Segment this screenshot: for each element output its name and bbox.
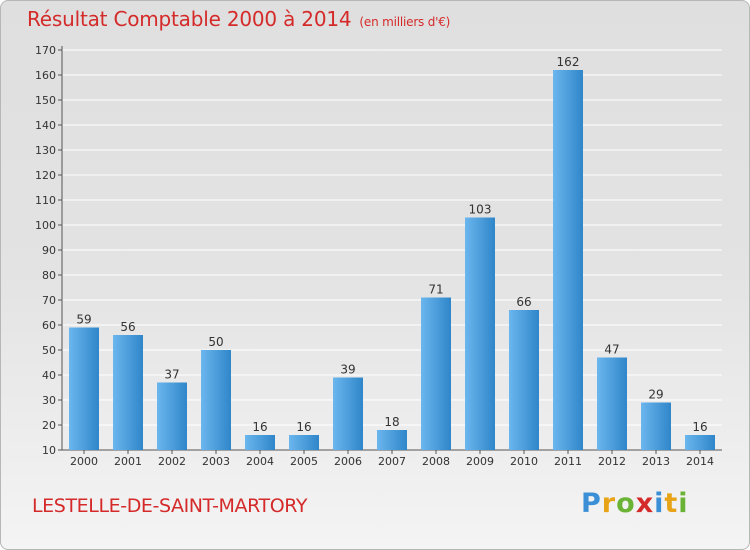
x-tick-label: 2005: [290, 455, 318, 468]
x-tick-label: 2011: [554, 455, 582, 468]
y-tick-label: 50: [42, 344, 56, 357]
bar-value-label: 103: [469, 203, 492, 217]
bar: [201, 350, 231, 450]
title-text: Résultat Comptable 2000 à 2014: [27, 7, 352, 31]
y-tick-label: 80: [42, 269, 56, 282]
x-tick-label: 2013: [642, 455, 670, 468]
unit-label: (en milliers d'€): [359, 15, 451, 29]
bar: [245, 435, 275, 450]
y-tick-label: 40: [42, 369, 56, 382]
x-tick-label: 2006: [334, 455, 362, 468]
x-tick-label: 2001: [114, 455, 142, 468]
bar: [553, 70, 583, 450]
logo-letter: i: [678, 488, 689, 519]
x-tick-label: 2014: [686, 455, 714, 468]
logo-letter: x: [635, 488, 655, 519]
bar-value-label: 18: [384, 415, 399, 429]
bar-value-label: 71: [428, 283, 443, 297]
bar: [421, 297, 451, 450]
y-tick-label: 30: [42, 394, 56, 407]
chart-title: Résultat Comptable 2000 à 2014 (en millie…: [27, 7, 450, 31]
bar-value-label: 16: [296, 420, 311, 434]
y-tick-label: 60: [42, 319, 56, 332]
bar: [597, 357, 627, 450]
y-tick-label: 70: [42, 294, 56, 307]
bar-value-label: 29: [648, 388, 663, 402]
bar: [289, 435, 319, 450]
x-tick-label: 2004: [246, 455, 274, 468]
bar-value-label: 66: [516, 295, 531, 309]
y-tick-label: 170: [35, 44, 56, 57]
y-tick-label: 150: [35, 94, 56, 107]
bar: [509, 310, 539, 450]
commune-name: LESTELLE-DE-SAINT-MARTORY: [32, 495, 308, 517]
y-tick-label: 20: [42, 419, 56, 432]
x-tick-label: 2002: [158, 455, 186, 468]
bar: [157, 382, 187, 450]
y-tick-label: 100: [35, 219, 56, 232]
bar-value-label: 162: [557, 55, 580, 69]
bar: [377, 430, 407, 450]
bar: [641, 402, 671, 450]
bar-value-label: 39: [340, 363, 355, 377]
proxiti-logo: Proxiti: [581, 488, 689, 519]
y-tick-label: 130: [35, 144, 56, 157]
bar-value-label: 59: [76, 313, 91, 327]
x-tick-label: 2007: [378, 455, 406, 468]
bar: [685, 435, 715, 450]
y-tick-label: 90: [42, 244, 56, 257]
x-tick-label: 2010: [510, 455, 538, 468]
bar: [113, 335, 143, 450]
logo-letter: i: [654, 488, 665, 519]
x-tick-label: 2008: [422, 455, 450, 468]
bar-value-label: 50: [208, 335, 223, 349]
y-tick-label: 110: [35, 194, 56, 207]
y-tick-label: 120: [35, 169, 56, 182]
bar-value-label: 16: [692, 420, 707, 434]
logo-letter: o: [616, 488, 636, 519]
x-tick-label: 2003: [202, 455, 230, 468]
y-tick-label: 160: [35, 69, 56, 82]
bar-value-label: 37: [164, 368, 179, 382]
x-tick-label: 2012: [598, 455, 626, 468]
logo-letter: P: [581, 488, 602, 519]
x-tick-label: 2000: [70, 455, 98, 468]
logo-letter: r: [601, 488, 617, 519]
logo-letter: t: [664, 488, 679, 519]
y-tick-label: 140: [35, 119, 56, 132]
bar: [69, 327, 99, 450]
bar-value-label: 56: [120, 320, 135, 334]
x-tick-label: 2009: [466, 455, 494, 468]
y-tick-label: 10: [42, 444, 56, 457]
bar: [465, 217, 495, 450]
bar: [333, 377, 363, 450]
bar-value-label: 16: [252, 420, 267, 434]
bar-value-label: 47: [604, 343, 619, 357]
